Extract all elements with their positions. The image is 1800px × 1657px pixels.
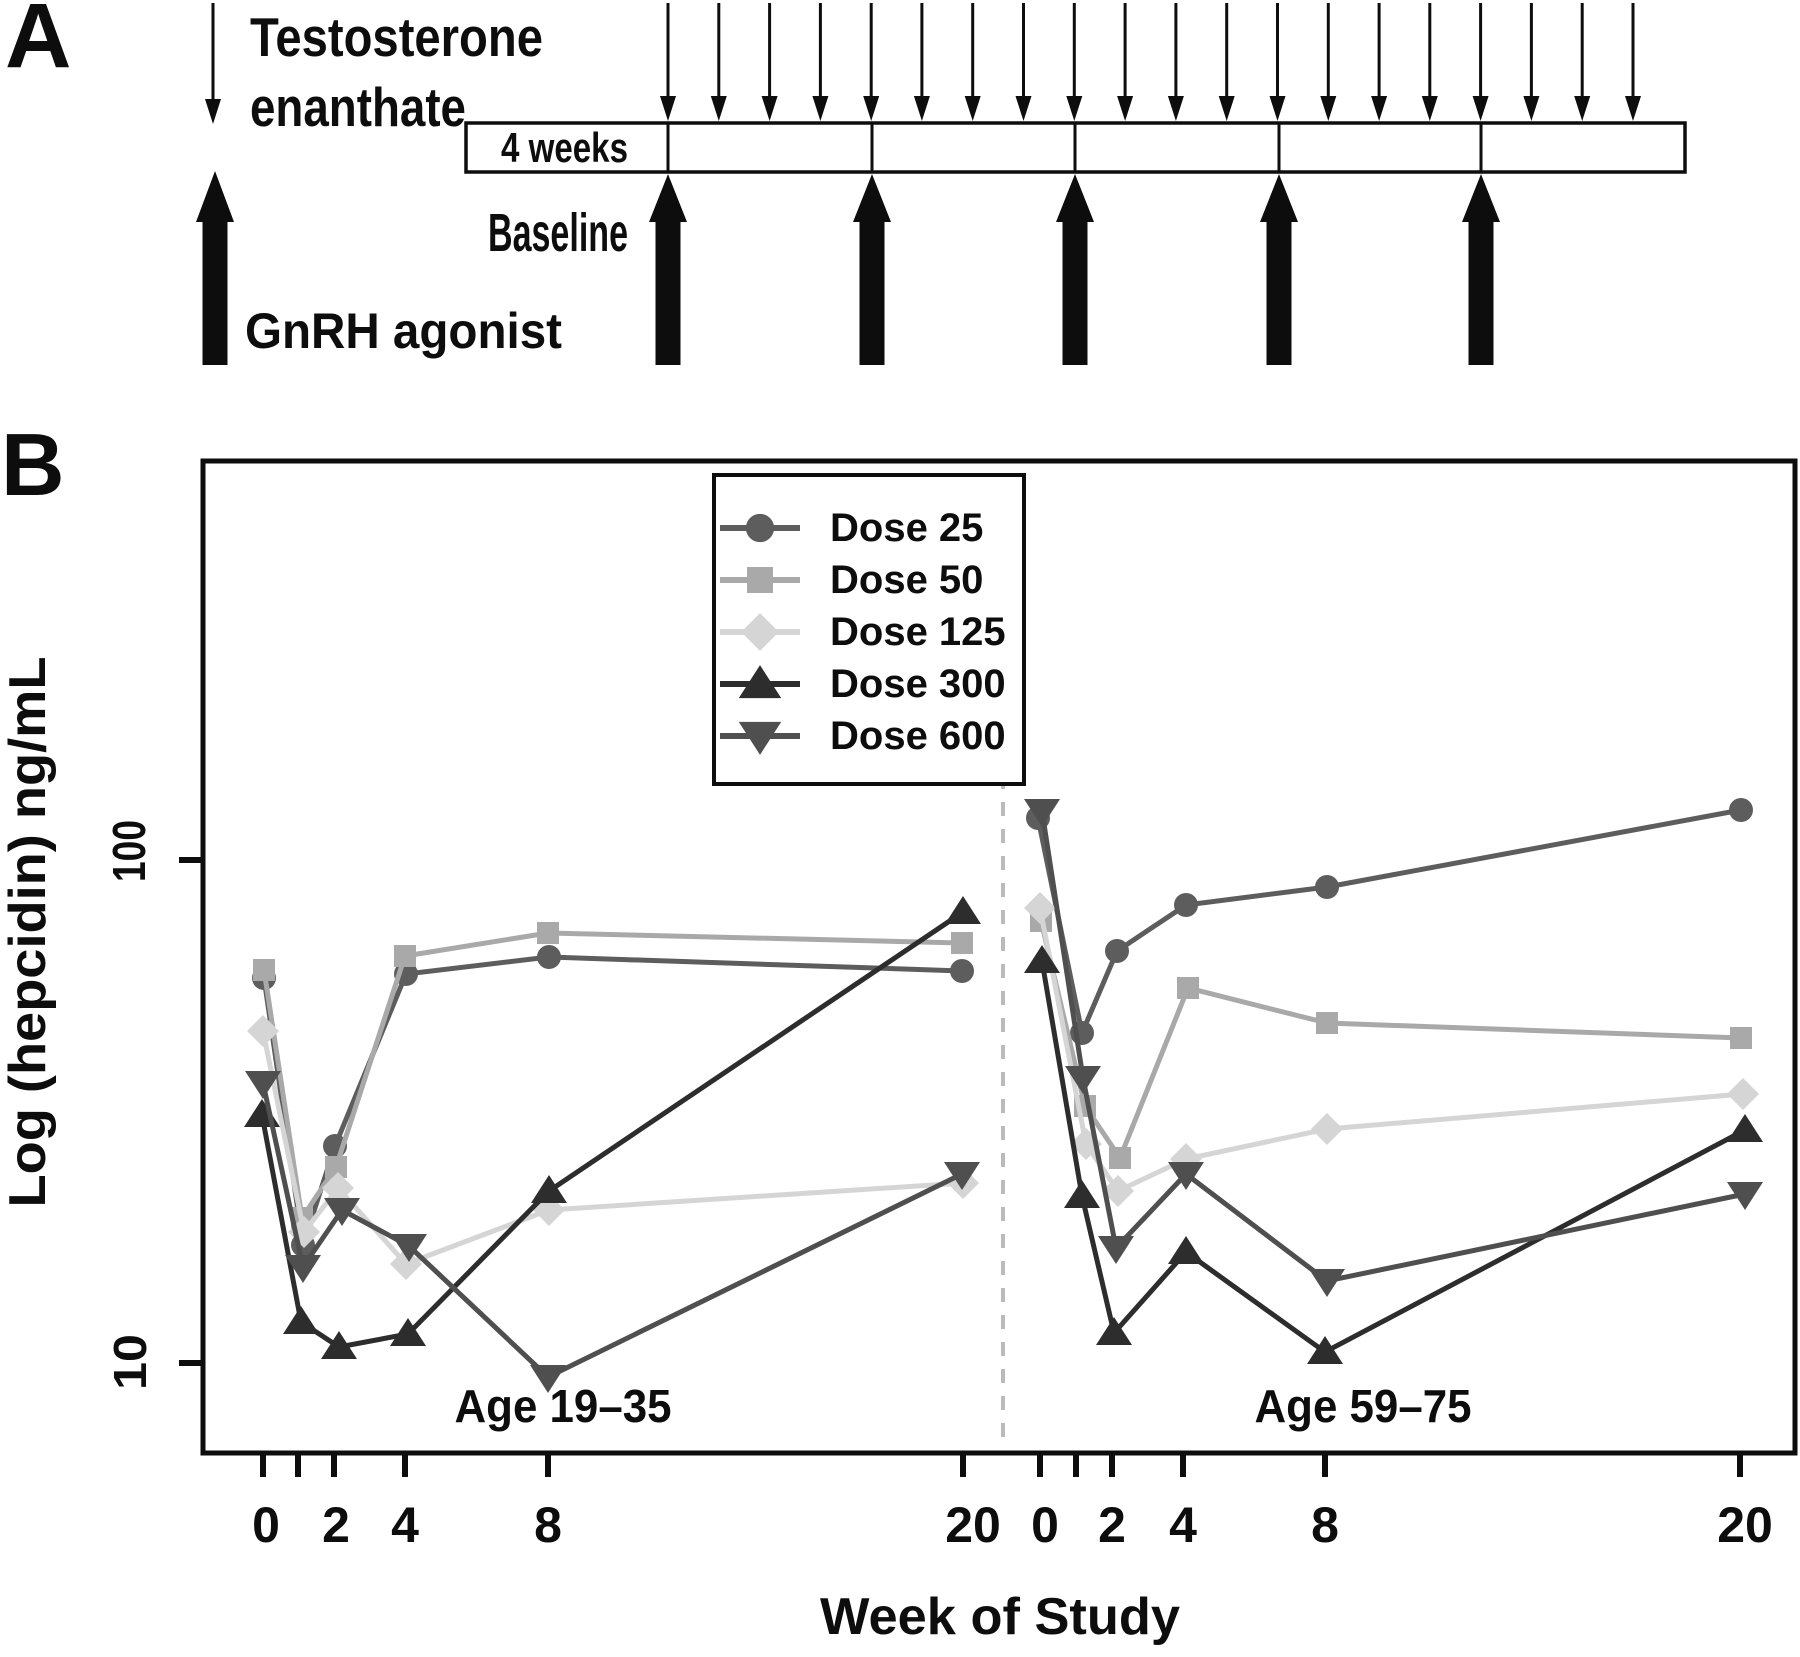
svg-text:10: 10 [104, 1334, 156, 1390]
svg-text:Testosterone: Testosterone [250, 6, 543, 68]
svg-text:100: 100 [103, 820, 155, 882]
svg-text:0: 0 [252, 1497, 280, 1553]
svg-text:B: B [1, 415, 65, 514]
svg-text:20: 20 [1717, 1497, 1773, 1553]
svg-text:Week of Study: Week of Study [820, 1588, 1180, 1646]
svg-text:2: 2 [1098, 1497, 1126, 1553]
svg-text:GnRH agonist: GnRH agonist [245, 303, 562, 359]
svg-text:Baseline: Baseline [488, 203, 628, 263]
svg-text:Dose 50: Dose 50 [830, 558, 983, 602]
svg-text:Dose 125: Dose 125 [830, 610, 1006, 654]
svg-text:8: 8 [1311, 1497, 1339, 1553]
svg-text:Dose 600: Dose 600 [830, 714, 1006, 758]
svg-text:4: 4 [391, 1497, 419, 1553]
svg-text:Log (hepcidin) ng/mL: Log (hepcidin) ng/mL [0, 657, 57, 1208]
svg-text:Dose 25: Dose 25 [830, 506, 983, 550]
svg-text:8: 8 [534, 1497, 562, 1553]
svg-text:2: 2 [322, 1497, 350, 1553]
svg-text:Age 19–35: Age 19–35 [455, 1380, 672, 1432]
svg-text:Dose 300: Dose 300 [830, 662, 1006, 706]
svg-text:4 weeks: 4 weeks [501, 124, 628, 171]
svg-text:A: A [5, 0, 71, 87]
svg-text:Age 59–75: Age 59–75 [1255, 1380, 1472, 1432]
svg-text:enanthate: enanthate [250, 76, 466, 138]
svg-text:0: 0 [1031, 1497, 1059, 1553]
svg-text:20: 20 [945, 1497, 1001, 1553]
svg-text:4: 4 [1169, 1497, 1197, 1553]
